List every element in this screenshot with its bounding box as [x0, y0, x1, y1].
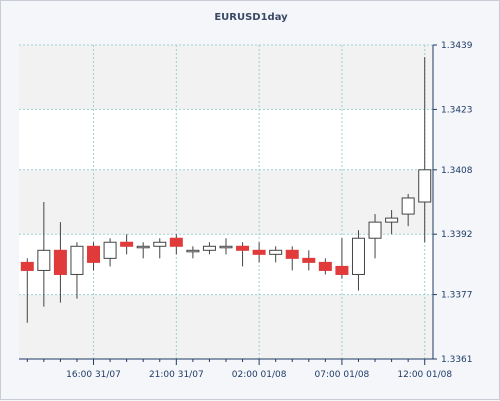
- plot-band: [19, 109, 433, 170]
- y-tick-label: 1.3392: [441, 230, 473, 240]
- chart-title: EURUSD1day: [214, 12, 288, 23]
- plot-band: [19, 294, 433, 359]
- plot-band: [19, 169, 433, 235]
- candle-down: [285, 249, 299, 259]
- x-tick-label: 07:00 01/08: [315, 370, 370, 380]
- candle-down: [169, 237, 183, 247]
- candle-up: [136, 245, 150, 249]
- candle-down: [120, 241, 134, 247]
- plot-band: [19, 45, 433, 110]
- candle-up: [70, 245, 84, 275]
- y-tick-label: 1.3408: [441, 166, 473, 176]
- x-tick-label: 21:00 31/07: [149, 370, 204, 380]
- candle-up: [153, 241, 167, 247]
- candle-up: [401, 197, 415, 215]
- candle-up: [269, 249, 283, 255]
- candle-down: [302, 257, 316, 263]
- y-tick-label: 1.3423: [441, 105, 473, 115]
- x-tick-label: 16:00 31/07: [66, 370, 121, 380]
- candle-down: [318, 261, 332, 271]
- candle-up: [103, 241, 117, 259]
- candle-up: [186, 249, 200, 253]
- candle-up: [37, 249, 51, 271]
- x-tick-label: 02:00 01/08: [232, 370, 287, 380]
- y-tick-label: 1.3361: [441, 355, 473, 365]
- y-tick-label: 1.3377: [441, 291, 473, 301]
- candle-down: [335, 265, 349, 275]
- candle-down: [20, 261, 34, 271]
- candle-down: [236, 245, 250, 251]
- candle-up: [351, 237, 365, 275]
- candle-up: [219, 245, 233, 249]
- candle-up: [418, 169, 432, 203]
- x-tick-label: 12:00 01/08: [397, 370, 452, 380]
- candle-up: [368, 221, 382, 239]
- candle-up: [202, 245, 216, 251]
- candle-down: [252, 249, 266, 255]
- candle-down: [53, 249, 67, 275]
- candle-down: [87, 245, 101, 263]
- candle-up: [385, 217, 399, 223]
- y-tick-label: 1.3439: [441, 41, 473, 51]
